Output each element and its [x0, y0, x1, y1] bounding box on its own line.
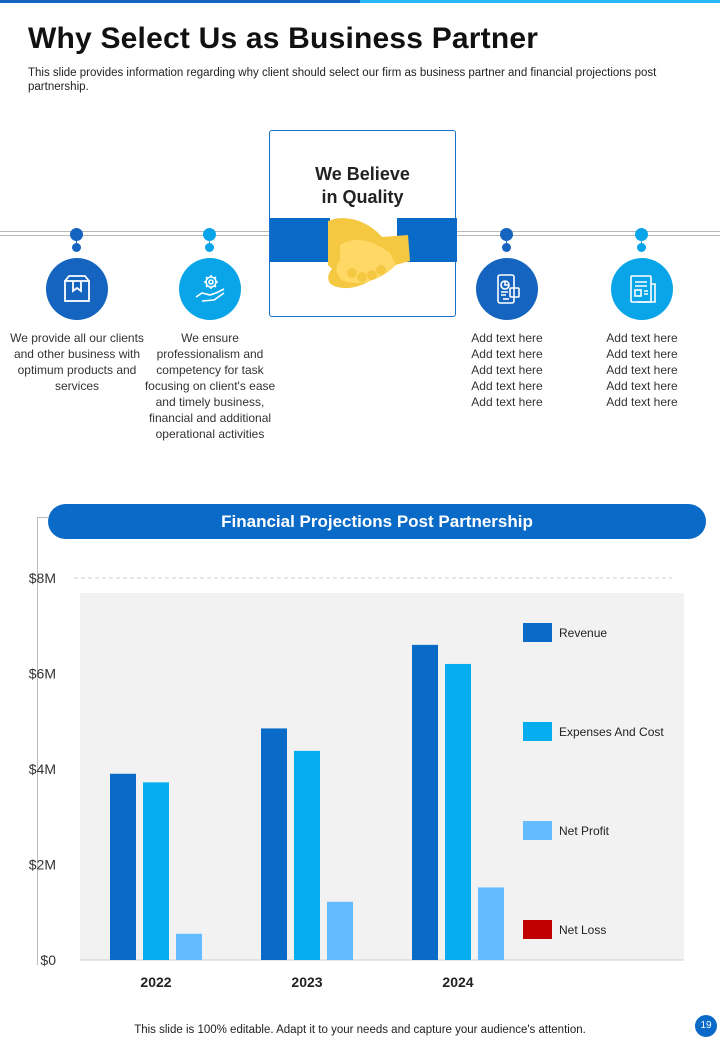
financial-projections-chart: $0 $2M $4M $6M $8M 2022 2023 2024 Revenue Expense…	[29, 570, 684, 990]
handshake-icon	[270, 218, 457, 289]
legend-label: Revenue	[559, 626, 607, 640]
bar-revenue-2024	[412, 644, 438, 960]
x-tick-label: 2024	[442, 974, 473, 990]
legend-label: Net Profit	[559, 824, 610, 838]
quality-card: We Believe in Quality	[269, 130, 457, 317]
y-tick-label: $2M	[29, 857, 56, 873]
bar-net-profit-2023	[327, 901, 353, 960]
legend-label: Net Loss	[559, 923, 606, 937]
legend-swatch	[523, 821, 552, 840]
feature-text: We provide all our clients and other bus…	[10, 331, 144, 393]
legend-swatch	[523, 623, 552, 642]
chart-bracket-line	[37, 517, 49, 965]
y-tick-label: $4M	[29, 761, 56, 777]
page-number: 19	[695, 1015, 717, 1037]
feature-text: We ensure professionalism and competency…	[144, 331, 276, 441]
box-icon	[46, 258, 108, 320]
page-subtitle: This slide provides information regardin…	[28, 67, 657, 93]
legend-swatch	[523, 920, 552, 939]
hand-gear-icon	[179, 258, 241, 320]
bar-net-profit-2022	[176, 933, 202, 960]
page-title: Why Select Us as Business Partner	[28, 22, 539, 55]
bar-expenses-and-cost-2022	[143, 782, 169, 960]
top-accent-bar	[0, 0, 720, 4]
bar-revenue-2022	[110, 773, 136, 960]
feature-text: Add text here Add text here Add text her…	[471, 331, 543, 409]
x-tick-label: 2023	[291, 974, 322, 990]
feature-text: Add text here Add text here Add text her…	[606, 331, 678, 409]
quality-title: We Believe in Quality	[315, 164, 410, 207]
y-tick-label: $0	[40, 952, 56, 968]
document-chart-icon	[611, 258, 673, 320]
x-tick-label: 2022	[140, 974, 171, 990]
y-tick-label: $6M	[29, 666, 56, 682]
footer-note: This slide is 100% editable. Adapt it to…	[134, 1024, 586, 1036]
bar-net-profit-2024	[478, 887, 504, 960]
chart-title-banner: Financial Projections Post Partnership	[48, 504, 706, 539]
legend-swatch	[523, 722, 552, 741]
bar-revenue-2023	[261, 728, 287, 960]
bar-expenses-and-cost-2024	[445, 663, 471, 960]
legend-label: Expenses And Cost	[559, 725, 664, 739]
mobile-chart-icon	[476, 258, 538, 320]
bar-expenses-and-cost-2023	[294, 750, 320, 960]
plot-area	[80, 593, 684, 960]
y-tick-label: $8M	[29, 570, 56, 586]
